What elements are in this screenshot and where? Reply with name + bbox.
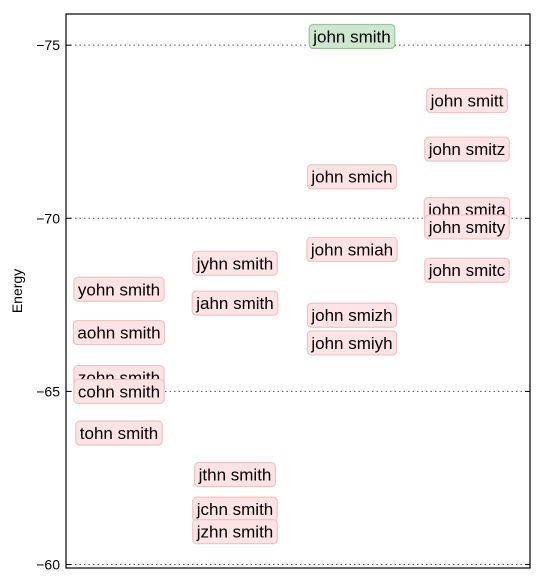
- data-label-box: [194, 461, 276, 488]
- data-label-text: jchn smith: [196, 500, 274, 519]
- data-label-box: [306, 236, 398, 263]
- data-label-box: [73, 276, 165, 302]
- data-label: john smich: [306, 164, 398, 190]
- data-label-text: jyhn smith: [196, 254, 274, 273]
- y-tick-label: −60: [36, 557, 60, 573]
- data-label: john smizh: [306, 302, 398, 328]
- data-label-text: john smitt: [430, 92, 504, 111]
- data-label-box: [72, 319, 166, 346]
- data-label-text: jahn smith: [195, 294, 273, 313]
- data-label: john smiyh: [306, 330, 398, 356]
- y-tick-label: −75: [36, 37, 60, 53]
- data-label-box: [424, 136, 510, 162]
- data-label-text: john smiah: [310, 240, 393, 259]
- y-tick-label: −70: [36, 210, 60, 226]
- data-label-text: john smich: [310, 168, 392, 187]
- data-label-text: john smity: [428, 218, 506, 237]
- data-label-box: [306, 164, 398, 190]
- data-label: jahn smith: [191, 290, 279, 316]
- data-label: cohn smith: [73, 378, 165, 405]
- data-label-box: [426, 87, 508, 114]
- data-label-box: [306, 302, 398, 328]
- data-label: aohn smith: [72, 319, 166, 346]
- data-label: john smiah: [306, 236, 398, 263]
- data-label: john smitc: [424, 257, 510, 283]
- data-label-text: john smith: [312, 28, 390, 47]
- data-label-box: [191, 290, 279, 316]
- data-label-text: john smiyh: [310, 334, 392, 353]
- y-tick-label: −65: [36, 383, 60, 399]
- highlighted-data-label: john smith: [308, 23, 396, 50]
- data-label: jthn smith: [194, 461, 276, 488]
- data-label-box: [424, 214, 510, 240]
- data-label-text: yohn smith: [78, 280, 160, 299]
- data-label: john smitt: [426, 87, 508, 114]
- data-label-text: john smizh: [310, 306, 392, 325]
- data-label-text: cohn smith: [78, 382, 160, 401]
- data-label-box: [73, 378, 165, 405]
- data-label-text: jthn smith: [198, 466, 272, 485]
- data-label: john smity: [424, 214, 510, 240]
- y-axis-title: Energy: [9, 269, 25, 313]
- data-label: jzhn smith: [192, 519, 278, 545]
- data-label-text: john smitc: [428, 261, 506, 280]
- data-label-box: [308, 23, 396, 50]
- data-label-text: aohn smith: [77, 324, 160, 343]
- data-label-text: tohn smith: [80, 424, 158, 443]
- data-label-box: [75, 420, 163, 446]
- data-label: jchn smith: [192, 496, 278, 522]
- data-label: yohn smith: [73, 276, 165, 302]
- data-label-box: [192, 519, 278, 545]
- data-label: jyhn smith: [192, 250, 278, 276]
- data-label-box: [424, 257, 510, 283]
- data-label-box: [306, 330, 398, 356]
- data-label-text: jzhn smith: [196, 523, 274, 542]
- data-label-box: [192, 250, 278, 276]
- data-label-text: john smitz: [428, 140, 506, 159]
- data-label: john smitz: [424, 136, 510, 162]
- data-label: tohn smith: [75, 420, 163, 446]
- y-axis-ticks: −75 −70 −65 −60: [36, 37, 530, 573]
